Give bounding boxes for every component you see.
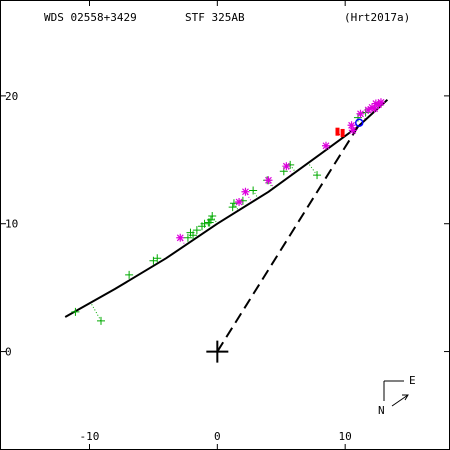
x-tick-label: 0: [214, 430, 221, 443]
observation-plus: [228, 203, 237, 212]
observation-bar: [340, 128, 345, 137]
observation-plus: [229, 199, 238, 208]
observation-asterisk: [241, 187, 250, 196]
observation-plus: [208, 212, 217, 221]
observation-asterisk: [370, 104, 379, 113]
residual-line: [307, 162, 318, 176]
observation-asterisk: [368, 103, 377, 112]
observation-bar: [335, 127, 340, 136]
observation-plus: [183, 233, 192, 242]
observation-asterisk: [264, 176, 273, 185]
observation-asterisk: [176, 233, 185, 242]
observation-plus: [125, 270, 134, 279]
observation-asterisk: [348, 126, 357, 135]
observation-circle: [354, 118, 364, 127]
observation-asterisk: [235, 197, 244, 206]
compass-arrowhead: [402, 394, 409, 401]
observation-plus: [149, 256, 158, 265]
observation-asterisk: [282, 162, 291, 171]
observation-plus: [205, 218, 214, 227]
observation-asterisk: [371, 99, 380, 108]
wds-label: WDS 02558+3429: [44, 11, 137, 24]
observation-plus: [200, 219, 209, 228]
x-tick-label: -10: [80, 430, 100, 443]
observation-asterisk: [376, 98, 385, 107]
residual-line: [245, 191, 253, 203]
observation-plus: [313, 171, 322, 180]
primary-star-cross: [206, 340, 229, 363]
x-tick-label: 10: [339, 430, 352, 443]
primary-star-marker: [206, 340, 229, 363]
observation-asterisk: [364, 105, 373, 114]
observation-asterisk: [347, 121, 356, 130]
periastron-dashed-line: [216, 126, 359, 353]
compass: E N: [378, 374, 416, 417]
observation-asterisk: [321, 141, 330, 150]
observation-plus: [71, 307, 80, 316]
y-tick-label: 0: [5, 346, 12, 359]
observation-plus: [192, 226, 201, 235]
observation-marks: [71, 98, 385, 325]
observation-plus: [189, 231, 198, 240]
residual-line: [337, 131, 343, 139]
y-tick-label: 20: [5, 90, 18, 103]
compass-north-label: N: [378, 404, 385, 417]
residual-line: [90, 302, 102, 322]
compass-motion-arrow: [391, 394, 409, 407]
observation-plus: [96, 316, 105, 325]
compass-east-label: E: [409, 374, 416, 387]
observation-asterisk: [356, 109, 365, 118]
reference-label: (Hrt2017a): [344, 11, 410, 24]
discoverer-label: STF 325AB: [185, 11, 245, 24]
y-tick-label: 10: [5, 218, 18, 231]
periastron-line: [216, 126, 359, 353]
observation-plus: [249, 186, 258, 195]
